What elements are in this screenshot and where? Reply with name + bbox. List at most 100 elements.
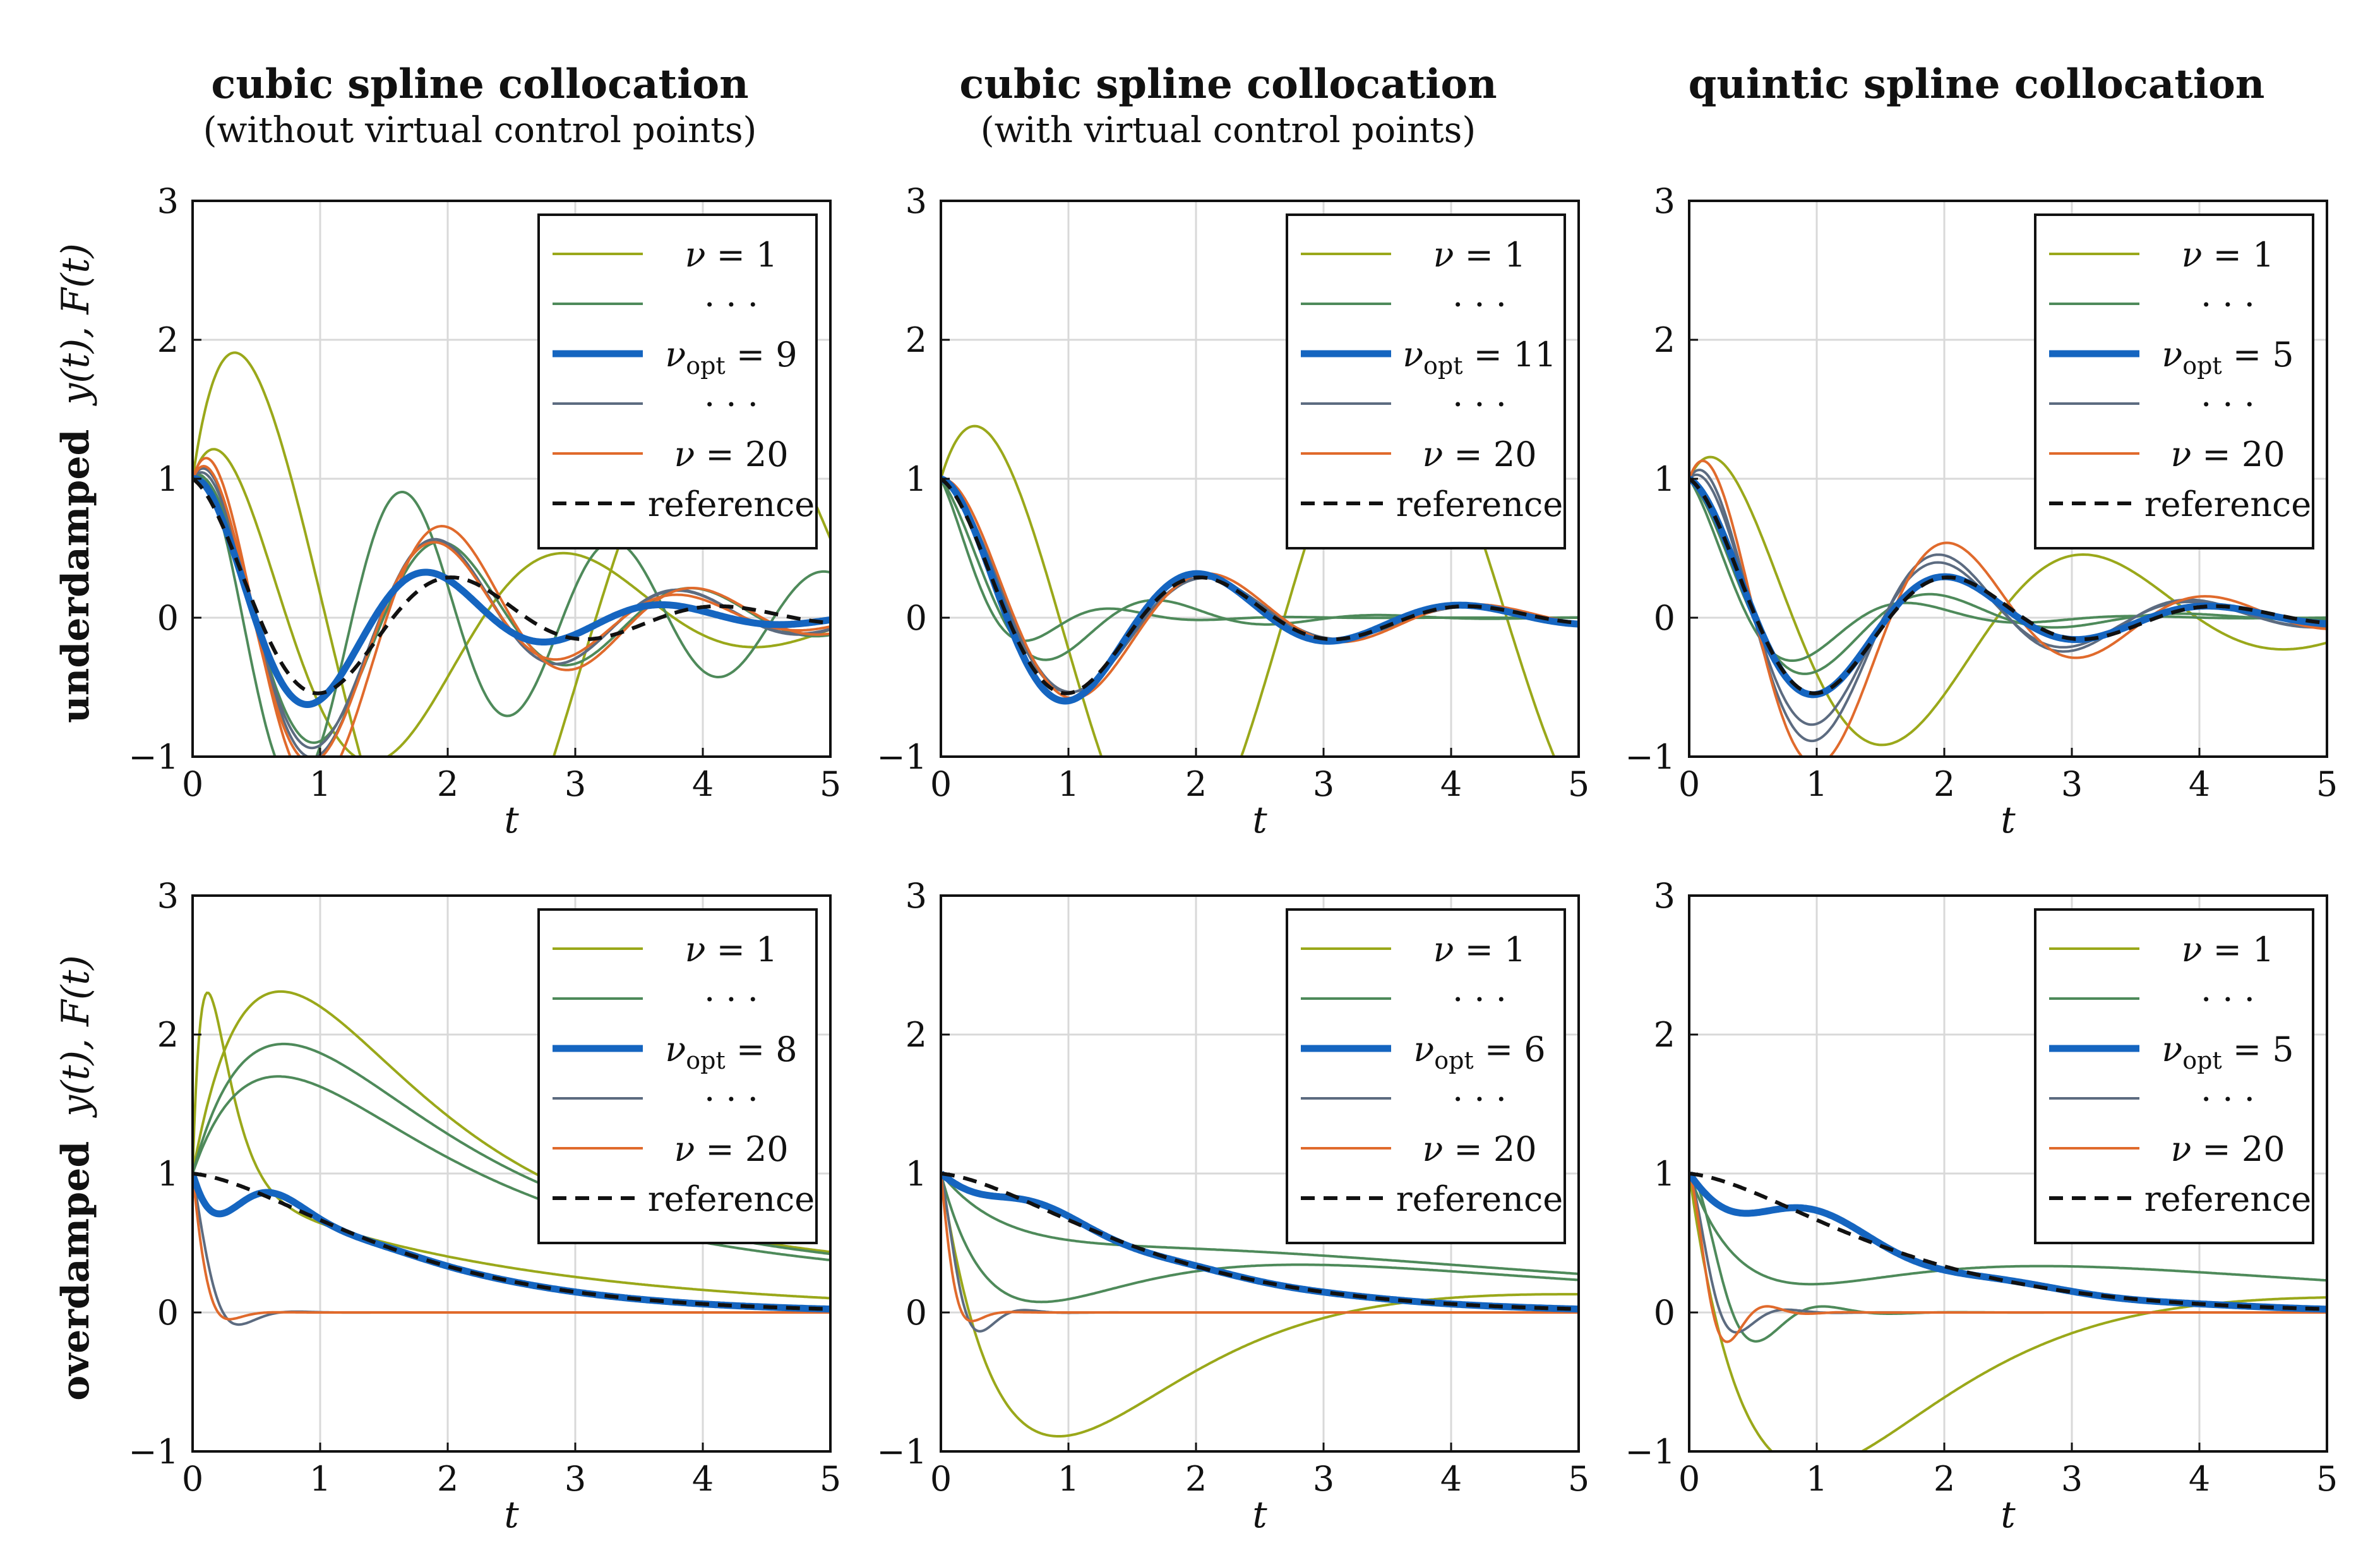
legend-label: · · ·	[2201, 980, 2255, 1019]
series-line-optimal	[193, 475, 830, 709]
x-tick-label: 5	[1568, 1459, 1589, 1499]
x-tick-label: 3	[565, 1459, 586, 1499]
row-label-overdamped-math: y(t), F(t)	[54, 955, 98, 1119]
series-line-6	[1689, 459, 2327, 757]
x-tick-label: 3	[2061, 1459, 2083, 1499]
series-line-2	[1689, 477, 2327, 662]
legend-label: νopt = 11	[1402, 335, 1557, 380]
legend: ν = 1 · · · νopt = 9 · · · ν = 20 reference	[537, 213, 818, 549]
legend-label: ν = 20	[2170, 1129, 2285, 1169]
row-label-underdamped-math: y(t), F(t)	[54, 243, 98, 407]
series-line-reference	[941, 477, 1579, 695]
legend-box	[537, 908, 818, 1244]
x-tick-label: 2	[1934, 764, 1955, 804]
x-tick-label: 1	[1058, 764, 1079, 804]
legend-label: ν = 1	[1433, 235, 1526, 275]
x-axis-label: t	[1252, 1493, 1267, 1536]
series-line-2	[193, 448, 830, 757]
x-tick-label: 4	[2189, 1459, 2210, 1499]
y-tick-label: 2	[1654, 320, 1675, 360]
x-tick-label: 2	[1934, 1459, 1955, 1499]
x-tick-label: 5	[820, 764, 841, 804]
x-tick-label: 5	[820, 1459, 841, 1499]
x-tick-label: 3	[565, 764, 586, 804]
x-tick-label: 3	[1313, 764, 1334, 804]
series-line-3	[941, 1172, 1579, 1275]
legend-label: ν = 1	[2182, 930, 2275, 970]
series-line-3	[1689, 477, 2327, 675]
legend-label: · · ·	[2201, 1079, 2255, 1119]
y-tick-label: 0	[1654, 1293, 1675, 1333]
x-tick-label: 1	[1058, 1459, 1079, 1499]
x-tick-label: 1	[309, 1459, 331, 1499]
legend-label: νopt = 5	[2162, 1030, 2293, 1074]
series-line-3	[193, 473, 830, 757]
series-line-4	[193, 1075, 830, 1262]
x-tick-label: 5	[2316, 764, 2338, 804]
series-line-1	[193, 991, 830, 1300]
row-label-underdamped-bold: underdamped	[54, 429, 98, 723]
legend-label: ν = 1	[1433, 930, 1526, 970]
series-line-reference	[941, 1172, 1579, 1311]
y-tick-label: 2	[906, 1015, 927, 1055]
legend-box	[537, 213, 818, 549]
x-tick-label: 0	[182, 764, 203, 804]
x-tick-label: 2	[437, 764, 458, 804]
legend: ν = 1 · · · νopt = 6 · · · ν = 20 reference	[1286, 908, 1566, 1244]
legend-label: νopt = 6	[1413, 1030, 1545, 1074]
x-tick-label: 4	[1440, 764, 1462, 804]
y-tick-label: 0	[906, 1293, 927, 1333]
series-line-7	[193, 457, 830, 757]
legend-label: ν = 20	[1422, 1129, 1536, 1169]
y-tick-label: 3	[906, 181, 927, 221]
y-tick-label: 2	[157, 1015, 179, 1055]
legend-label: · · ·	[2201, 285, 2255, 325]
legend-box	[2034, 908, 2314, 1244]
legend-label: · · ·	[1452, 1079, 1507, 1119]
legend-label: ν = 20	[674, 1129, 788, 1169]
legend-label: ν = 20	[2170, 435, 2285, 474]
plot-area	[193, 351, 830, 757]
y-tick-label: 0	[906, 598, 927, 638]
legend-label: ν = 20	[674, 435, 788, 474]
legend-label: · · ·	[704, 980, 758, 1019]
x-axis-label: t	[2000, 798, 2016, 841]
x-tick-label: 1	[1806, 764, 1827, 804]
x-tick-label: 3	[1313, 1459, 1334, 1499]
legend-label: reference	[2144, 1179, 2311, 1219]
x-tick-label: 1	[309, 764, 331, 804]
series-line-reference	[193, 1172, 830, 1311]
row-label-overdamped-bold: overdamped	[54, 1141, 98, 1401]
x-tick-label: 0	[930, 764, 952, 804]
x-axis-label: t	[2000, 1493, 2016, 1536]
legend: ν = 1 · · · νopt = 8 · · · ν = 20 reference	[537, 908, 818, 1244]
y-tick-label: 1	[906, 459, 927, 499]
x-tick-label: 1	[1806, 1459, 1827, 1499]
legend-label: · · ·	[1452, 385, 1507, 424]
y-tick-label: 0	[157, 598, 179, 638]
y-tick-label: 2	[1654, 1015, 1675, 1055]
legend-label: ν = 1	[685, 235, 778, 275]
column-title-3: quintic spline collocation	[1689, 61, 2265, 108]
legend-label: reference	[648, 1179, 815, 1219]
legend-label: νopt = 9	[665, 335, 797, 380]
y-tick-label: 1	[157, 1154, 179, 1194]
y-tick-label: 3	[157, 876, 179, 916]
legend-label: · · ·	[2201, 385, 2255, 424]
column-title-1: cubic spline collocation	[211, 61, 748, 108]
legend-label: reference	[648, 484, 815, 524]
legend-box	[1286, 908, 1566, 1244]
legend-label: νopt = 5	[2162, 335, 2293, 380]
series-line-reference	[1689, 477, 2327, 695]
legend-label: · · ·	[704, 285, 758, 325]
legend-label: ν = 1	[2182, 235, 2275, 275]
plot-area	[1689, 1171, 2327, 1451]
y-tick-label: 1	[1654, 1154, 1675, 1194]
legend-label: · · ·	[704, 1079, 758, 1119]
y-tick-label: 3	[1654, 181, 1675, 221]
